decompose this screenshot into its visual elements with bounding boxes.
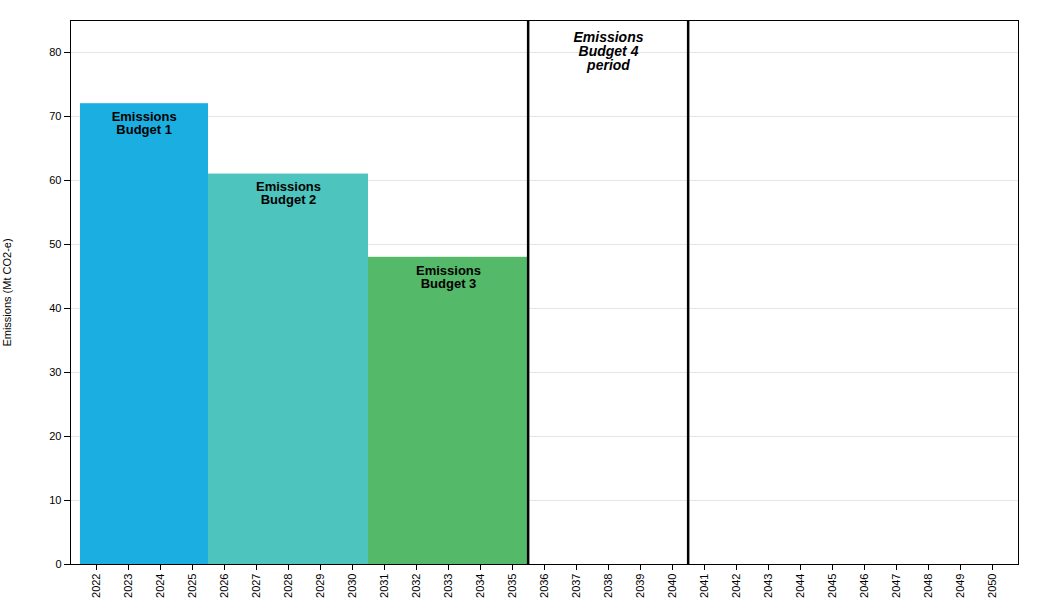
svg-text:2034: 2034 bbox=[474, 574, 486, 598]
svg-text:20: 20 bbox=[49, 430, 61, 442]
svg-text:2042: 2042 bbox=[730, 574, 742, 598]
svg-text:30: 30 bbox=[49, 366, 61, 378]
svg-text:2044: 2044 bbox=[794, 574, 806, 598]
svg-text:2029: 2029 bbox=[314, 574, 326, 598]
svg-text:2038: 2038 bbox=[602, 574, 614, 598]
svg-text:70: 70 bbox=[49, 110, 61, 122]
svg-text:2023: 2023 bbox=[122, 574, 134, 598]
svg-text:2027: 2027 bbox=[250, 574, 262, 598]
svg-text:60: 60 bbox=[49, 174, 61, 186]
svg-text:EmissionsBudget 1: EmissionsBudget 1 bbox=[112, 109, 177, 137]
svg-text:2024: 2024 bbox=[154, 574, 166, 598]
svg-text:2033: 2033 bbox=[442, 574, 454, 598]
svg-text:50: 50 bbox=[49, 238, 61, 250]
svg-text:2048: 2048 bbox=[922, 574, 934, 598]
svg-text:2022: 2022 bbox=[90, 574, 102, 598]
svg-text:EmissionsBudget 3: EmissionsBudget 3 bbox=[416, 263, 481, 291]
svg-text:Emissions (Mt CO2-e): Emissions (Mt CO2-e) bbox=[1, 238, 13, 346]
svg-text:2041: 2041 bbox=[698, 574, 710, 598]
svg-text:2045: 2045 bbox=[826, 574, 838, 598]
svg-text:0: 0 bbox=[55, 558, 61, 570]
svg-text:2039: 2039 bbox=[634, 574, 646, 598]
svg-text:2031: 2031 bbox=[378, 574, 390, 598]
svg-text:EmissionsBudget 2: EmissionsBudget 2 bbox=[256, 179, 321, 207]
svg-text:2043: 2043 bbox=[762, 574, 774, 598]
svg-text:2047: 2047 bbox=[890, 574, 902, 598]
svg-text:2050: 2050 bbox=[986, 574, 998, 598]
svg-text:2046: 2046 bbox=[858, 574, 870, 598]
svg-text:EmissionsBudget 4period: EmissionsBudget 4period bbox=[573, 29, 643, 73]
svg-text:10: 10 bbox=[49, 494, 61, 506]
svg-text:2028: 2028 bbox=[282, 574, 294, 598]
svg-text:2026: 2026 bbox=[218, 574, 230, 598]
svg-text:2037: 2037 bbox=[570, 574, 582, 598]
svg-text:2032: 2032 bbox=[410, 574, 422, 598]
svg-text:2035: 2035 bbox=[506, 574, 518, 598]
svg-text:80: 80 bbox=[49, 46, 61, 58]
svg-text:2036: 2036 bbox=[538, 574, 550, 598]
svg-text:2025: 2025 bbox=[186, 574, 198, 598]
svg-text:2040: 2040 bbox=[666, 574, 678, 598]
svg-text:2030: 2030 bbox=[346, 574, 358, 598]
svg-text:2049: 2049 bbox=[954, 574, 966, 598]
svg-text:40: 40 bbox=[49, 302, 61, 314]
